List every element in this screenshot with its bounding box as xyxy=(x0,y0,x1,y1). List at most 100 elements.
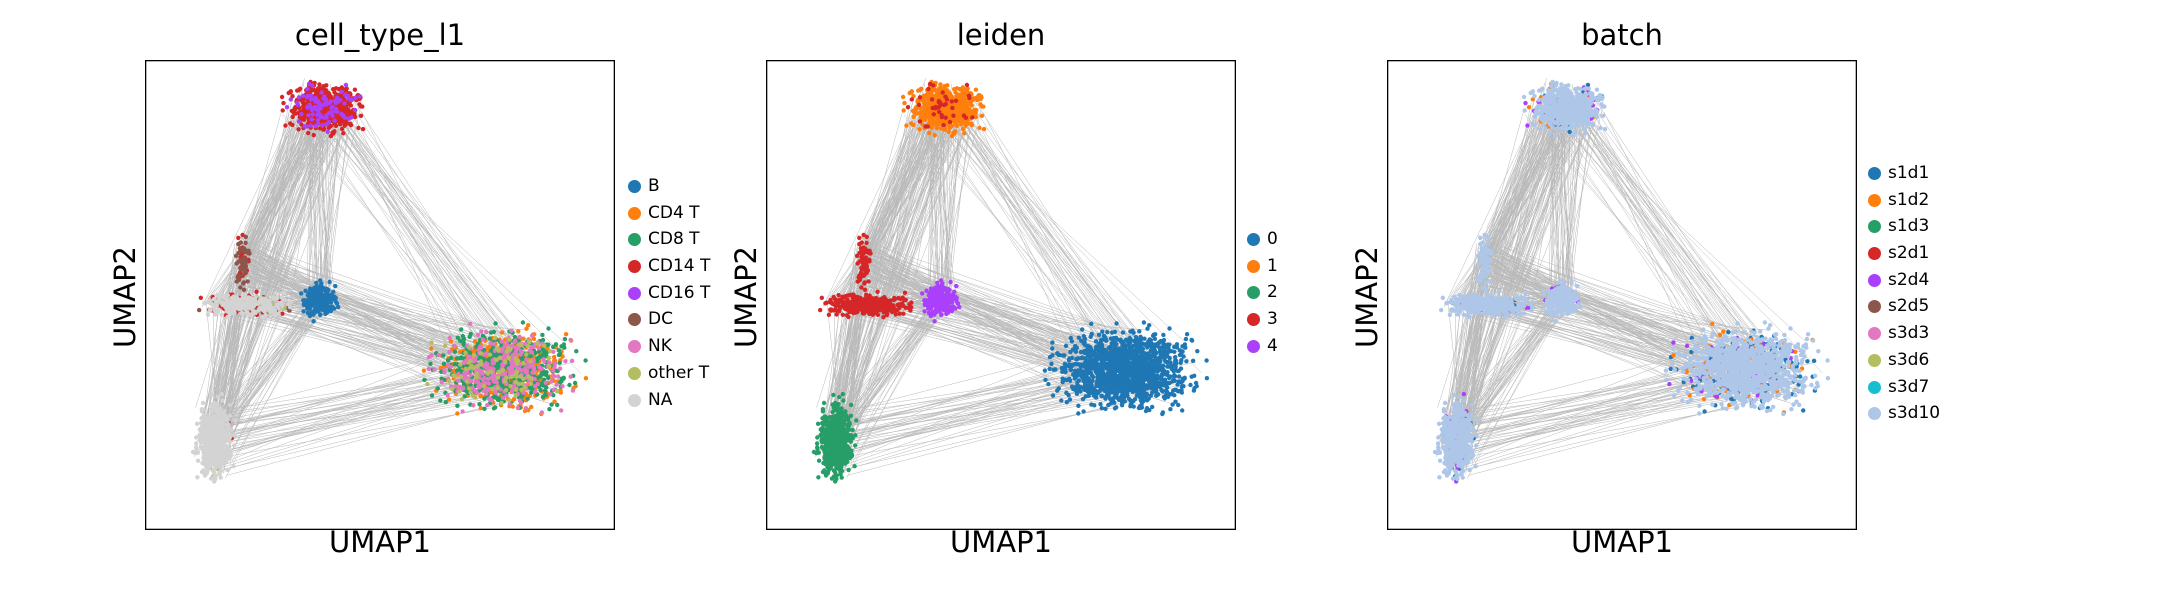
legend-swatch xyxy=(628,393,641,407)
legend-swatch xyxy=(628,286,641,300)
graph-edge xyxy=(239,130,334,254)
scatter-point xyxy=(538,387,543,393)
scatter-point xyxy=(516,381,521,387)
graph-edge xyxy=(846,312,932,436)
legend-label: CD16 T xyxy=(648,282,711,303)
graph-edge xyxy=(221,301,285,441)
scatter-point xyxy=(455,335,460,340)
graph-edge xyxy=(854,97,982,298)
graph-edge xyxy=(330,107,521,367)
scatter-point xyxy=(221,417,226,423)
scatter-point xyxy=(296,127,301,132)
scatter-point xyxy=(307,298,312,303)
graph-edge xyxy=(220,295,324,443)
scatter-point xyxy=(499,343,504,348)
graph-edge xyxy=(240,256,314,308)
scatter-point xyxy=(506,346,512,351)
graph-edge xyxy=(942,101,945,292)
scatter-point xyxy=(475,332,481,337)
legend-swatch xyxy=(628,313,641,327)
graph-edge xyxy=(852,99,983,440)
scatter-point xyxy=(546,375,551,381)
scatter-point xyxy=(223,449,228,454)
panel-1-ylabel: UMAP2 xyxy=(108,245,142,349)
scatter-point xyxy=(451,373,456,378)
scatter-point xyxy=(553,342,559,347)
scatter-point xyxy=(425,381,430,387)
scatter-point xyxy=(568,337,573,343)
scatter-point xyxy=(432,367,437,372)
scatter-point xyxy=(203,458,209,463)
scatter-point xyxy=(242,256,247,261)
graph-edge xyxy=(206,378,472,437)
scatter-point xyxy=(308,93,314,98)
scatter-point xyxy=(529,390,534,395)
graph-edge xyxy=(839,357,1103,430)
scatter-point xyxy=(504,375,509,380)
scatter-point xyxy=(243,292,248,297)
scatter-point xyxy=(324,286,329,291)
graph-edge xyxy=(332,114,508,383)
scatter-point xyxy=(518,356,524,361)
scatter-point xyxy=(474,375,479,380)
graph-edge xyxy=(230,303,477,395)
graph-edge xyxy=(841,295,945,443)
scatter-point xyxy=(529,333,535,338)
scatter-point xyxy=(325,310,330,315)
scatter-point xyxy=(1060,376,1065,381)
scatter-point xyxy=(486,358,491,363)
scatter-point xyxy=(510,352,516,357)
scatter-point xyxy=(320,287,325,293)
scatter-point xyxy=(491,342,497,347)
scatter-point xyxy=(442,343,448,349)
scatter-point xyxy=(1096,332,1102,337)
scatter-point xyxy=(524,352,529,357)
scatter-point xyxy=(445,358,451,363)
scatter-point xyxy=(452,361,457,367)
scatter-point xyxy=(288,90,293,95)
scatter-point xyxy=(236,277,242,283)
scatter-point xyxy=(219,391,224,397)
scatter-point xyxy=(529,376,534,382)
scatter-point xyxy=(353,95,358,100)
graph-edge xyxy=(844,306,878,474)
graph-edge xyxy=(947,124,970,306)
scatter-point xyxy=(557,366,563,371)
scatter-point xyxy=(466,386,472,391)
graph-edge xyxy=(219,112,351,430)
scatter-point xyxy=(470,393,476,398)
graph-edge xyxy=(345,96,520,364)
graph-edge xyxy=(954,95,1137,356)
scatter-point xyxy=(509,328,514,333)
scatter-point xyxy=(243,306,248,311)
graph-edge xyxy=(969,93,1142,356)
scatter-point xyxy=(1204,376,1210,381)
legend-label: CD8 T xyxy=(648,229,700,250)
scatter-point xyxy=(334,95,340,100)
scatter-point xyxy=(537,355,543,360)
scatter-point xyxy=(445,392,450,398)
graph-edge xyxy=(332,91,522,341)
scatter-point xyxy=(281,290,287,295)
scatter-point xyxy=(481,383,486,389)
graph-edge xyxy=(827,378,1093,437)
graph-edge xyxy=(833,378,1138,471)
scatter-point xyxy=(211,429,217,434)
scatter-point xyxy=(457,385,463,390)
scatter-point xyxy=(213,434,218,439)
scatter-point xyxy=(556,348,562,353)
scatter-point xyxy=(227,402,233,408)
scatter-point xyxy=(548,392,553,397)
scatter-point xyxy=(486,381,492,386)
graph-edge xyxy=(824,245,858,425)
graph-edge xyxy=(328,124,563,342)
scatter-point xyxy=(250,307,255,312)
scatter-point xyxy=(339,89,344,95)
graph-edge xyxy=(309,116,348,300)
legend-item: CD4 T xyxy=(628,200,710,227)
scatter-point xyxy=(530,364,535,369)
scatter-point xyxy=(429,393,435,398)
graph-edge xyxy=(348,93,521,356)
panel-1-xlabel: UMAP1 xyxy=(328,525,432,559)
scatter-point xyxy=(551,374,557,379)
